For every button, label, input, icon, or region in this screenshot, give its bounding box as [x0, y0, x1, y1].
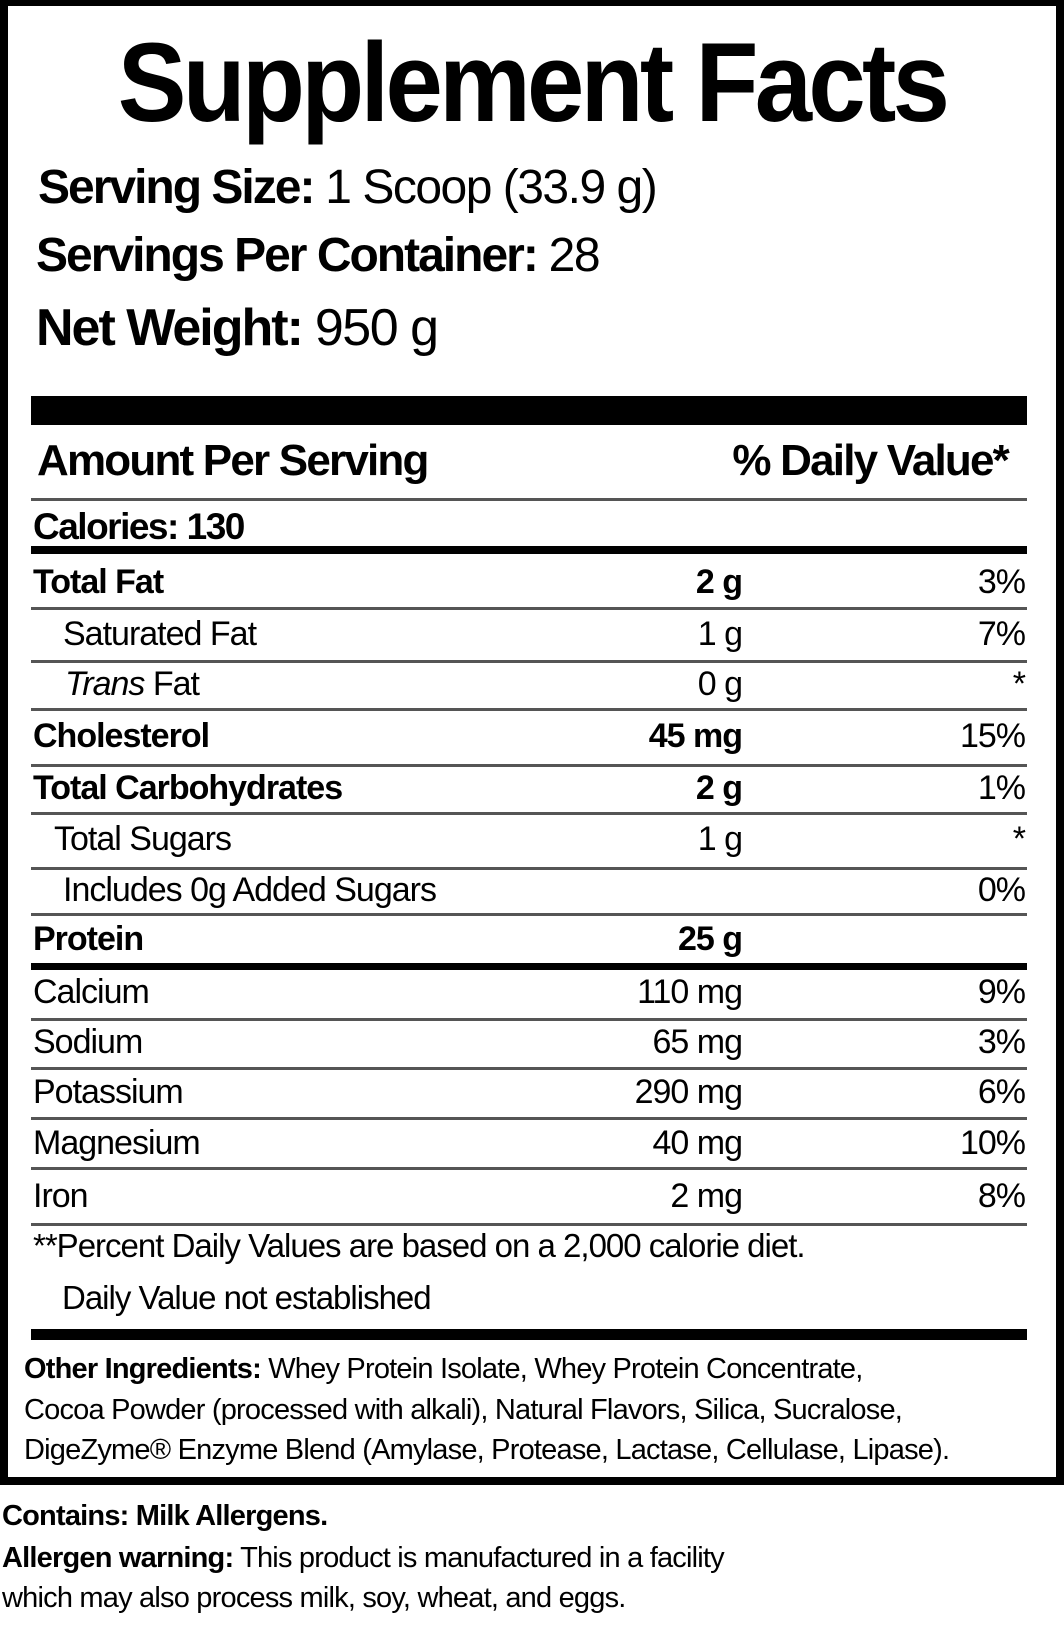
- nutrient-row-total-carbohydrates: Total Carbohydrates 2 g 1%: [33, 764, 1026, 814]
- nutrient-dv: 8%: [977, 1177, 1026, 1215]
- nutrient-name: Total Sugars: [54, 820, 232, 858]
- nutrient-dv: 15%: [959, 717, 1026, 755]
- allergen-warning-label: Allergen warning:: [2, 1542, 234, 1574]
- nutrient-row-trans-fat: Trans Fat 0 g *: [33, 660, 1026, 710]
- nutrient-dv: 10%: [959, 1124, 1026, 1162]
- nutrient-row-cholesterol: Cholesterol 45 mg 15%: [33, 712, 1026, 762]
- nutrient-dv: 3%: [977, 1023, 1026, 1061]
- nutrient-row-saturated-fat: Saturated Fat 1 g 7%: [33, 610, 1026, 660]
- nutrient-amount: 1 g: [697, 615, 743, 653]
- divider: [31, 1018, 1027, 1021]
- contains-allergens: Contains: Milk Allergens.: [2, 1500, 328, 1532]
- nutrient-row-magnesium: Magnesium 40 mg 10%: [33, 1119, 1026, 1169]
- nutrient-row-iron: Iron 2 mg 8%: [33, 1172, 1026, 1222]
- nutrient-name: Saturated Fat: [63, 615, 257, 653]
- other-ingredients-label: Other Ingredients:: [24, 1353, 262, 1385]
- ingredients-line: Whey Protein Isolate, Whey Protein Conce…: [268, 1353, 863, 1385]
- nutrient-row-potassium: Potassium 290 mg 6%: [33, 1068, 1026, 1118]
- nutrient-name: Magnesium: [33, 1124, 201, 1162]
- nutrient-row-total-sugars: Total Sugars 1 g *: [33, 815, 1026, 865]
- nutrient-row-sodium: Sodium 65 mg 3%: [33, 1018, 1026, 1068]
- nutrient-name: Iron: [33, 1177, 89, 1215]
- thick-divider: [31, 546, 1027, 554]
- divider: [31, 1223, 1027, 1226]
- divider: [31, 913, 1027, 916]
- calories: Calories: 130: [33, 506, 245, 547]
- nutrient-dv: *: [1012, 820, 1026, 858]
- thick-divider: [31, 963, 1027, 970]
- net-weight-value: 950 g: [314, 299, 439, 357]
- nutrient-name: Potassium: [33, 1073, 184, 1111]
- ingredients-line: DigeZyme® Enzyme Blend (Amylase, Proteas…: [24, 1434, 950, 1466]
- thick-divider: [31, 1329, 1027, 1340]
- amount-per-serving-header: Amount Per Serving: [37, 436, 429, 485]
- nutrient-amount: 65 mg: [652, 1023, 743, 1061]
- nutrient-dv: 1%: [977, 769, 1026, 807]
- nutrient-name: Fat: [152, 665, 200, 703]
- allergen-warning: Allergen warning: This product is manufa…: [2, 1542, 725, 1575]
- divider: [31, 607, 1027, 610]
- nutrient-name: Total Carbohydrates: [33, 769, 343, 807]
- servings-value: 28: [548, 229, 601, 282]
- net-weight-label: Net Weight:: [36, 299, 304, 357]
- divider: [31, 1117, 1027, 1120]
- nutrient-amount: 1 g: [697, 820, 743, 858]
- net-weight: Net Weight: 950 g: [36, 298, 439, 358]
- panel-title: Supplement Facts: [117, 20, 950, 145]
- nutrient-amount: 45 mg: [648, 717, 743, 755]
- nutrient-dv: 9%: [977, 973, 1026, 1011]
- nutrient-amount: 110 mg: [637, 973, 743, 1011]
- nutrient-amount: 2 mg: [670, 1177, 743, 1215]
- nutrient-amount: 290 mg: [634, 1073, 743, 1111]
- nutrient-name: Total Fat: [33, 563, 164, 601]
- divider: [31, 708, 1027, 711]
- supplement-facts-panel: [0, 0, 1064, 1485]
- nutrient-dv: 0%: [977, 871, 1026, 909]
- thick-divider: [31, 396, 1027, 425]
- nutrient-amount: 2 g: [695, 563, 743, 601]
- nutrient-dv: 6%: [977, 1073, 1026, 1111]
- servings-label: Servings Per Container:: [36, 229, 539, 282]
- ingredients-line: Cocoa Powder (processed with alkali), Na…: [24, 1394, 903, 1426]
- serving-size-label: Serving Size:: [38, 161, 315, 214]
- divider: [31, 660, 1027, 663]
- nutrient-dv: *: [1012, 665, 1026, 703]
- nutrient-name: Cholesterol: [33, 717, 210, 755]
- divider: [31, 1167, 1027, 1170]
- nutrient-row-protein: Protein 25 g: [33, 915, 1025, 965]
- servings-per-container: Servings Per Container: 28: [36, 228, 601, 283]
- allergen-warning-text: which may also process milk, soy, wheat,…: [2, 1582, 626, 1614]
- nutrient-amount: 0 g: [697, 665, 743, 703]
- footnote-daily-values: **Percent Daily Values are based on a 2,…: [33, 1227, 806, 1264]
- nutrient-row-total-fat: Total Fat 2 g 3%: [33, 558, 1026, 608]
- nutrient-name: Calcium: [33, 973, 150, 1011]
- nutrient-amount: 40 mg: [652, 1124, 743, 1162]
- divider: [31, 764, 1027, 767]
- footnote-not-established: Daily Value not established: [62, 1279, 432, 1316]
- divider: [31, 867, 1027, 870]
- divider: [31, 1067, 1027, 1070]
- divider: [31, 498, 1027, 501]
- other-ingredients: Other Ingredients: Whey Protein Isolate,…: [24, 1353, 863, 1386]
- nutrient-name-italic: Trans: [65, 665, 145, 703]
- nutrient-dv: 7%: [977, 615, 1026, 653]
- daily-value-header: % Daily Value*: [732, 436, 1009, 485]
- nutrient-row-calcium: Calcium 110 mg 9%: [33, 968, 1026, 1018]
- serving-size: Serving Size: 1 Scoop (33.9 g): [38, 160, 658, 215]
- serving-size-value: 1 Scoop (33.9 g): [325, 161, 657, 214]
- nutrient-dv: 3%: [977, 563, 1026, 601]
- nutrient-name: Sodium: [33, 1023, 143, 1061]
- nutrient-amount: 2 g: [695, 769, 743, 807]
- allergen-warning-text: This product is manufactured in a facili…: [240, 1542, 725, 1574]
- nutrient-row-added-sugars: Includes 0g Added Sugars 0%: [33, 866, 1026, 916]
- nutrient-name: Includes 0g Added Sugars: [63, 871, 437, 909]
- divider: [31, 812, 1027, 815]
- nutrient-amount: 25 g: [677, 920, 743, 958]
- nutrient-name: Protein: [33, 920, 144, 958]
